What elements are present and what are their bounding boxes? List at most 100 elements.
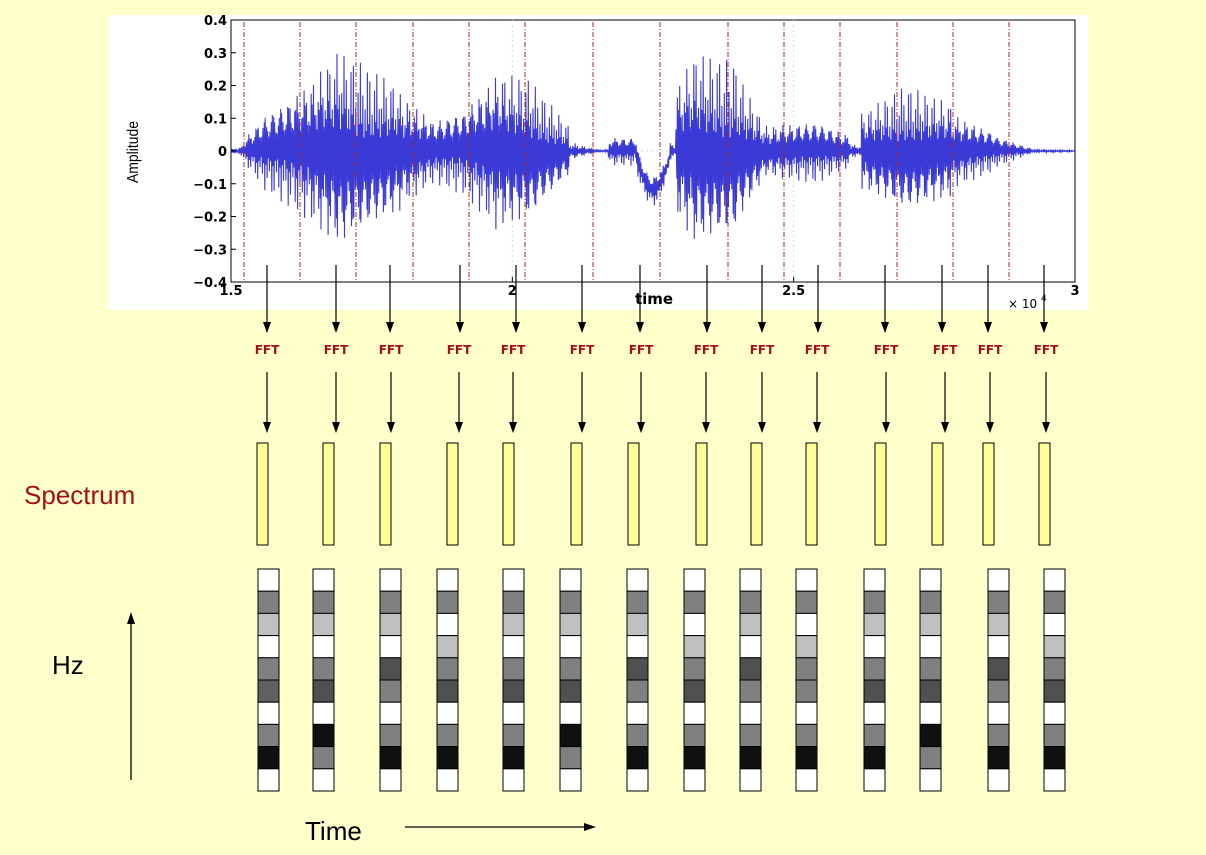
spectrogram-column xyxy=(257,568,280,792)
spectrogram-cell xyxy=(436,590,459,614)
waveform-trace xyxy=(230,53,1076,239)
spectrogram-cell xyxy=(683,612,706,637)
fft-labels: FFT FFT FFT FFT FFT FFT FFT FFT FFT FFT FFT FFT FFT F… xyxy=(255,343,1059,357)
spectrogram-cell xyxy=(863,746,886,770)
arrow-mid-head xyxy=(387,422,395,433)
spectrogram-cell xyxy=(312,701,335,725)
y-tick-label: 0.4 xyxy=(204,14,227,29)
arrow-mid-head xyxy=(758,422,766,433)
spectrogram-cell xyxy=(863,723,886,748)
fft-label: FFT xyxy=(324,343,349,357)
spectrogram-cell xyxy=(502,568,525,592)
arrow-top-head xyxy=(1040,322,1048,333)
spectrogram-cell xyxy=(626,590,649,614)
arrow-mid-head xyxy=(1042,422,1050,433)
spectrogram-cell xyxy=(795,568,818,592)
spectrum-box xyxy=(750,442,763,546)
spectrogram-cell xyxy=(257,746,280,770)
spectrogram-cell xyxy=(257,590,280,614)
arrow-top-head xyxy=(512,322,520,333)
spectrogram-cell xyxy=(436,679,459,703)
spectrogram-cell xyxy=(739,723,762,748)
spectrogram-cell xyxy=(683,590,706,614)
spectrogram-cell xyxy=(1043,568,1066,592)
spectrogram-cell xyxy=(863,679,886,703)
spectrogram-cell xyxy=(502,590,525,614)
spectrogram-cell xyxy=(379,612,402,637)
spectrogram-cell xyxy=(863,701,886,725)
spectrogram-cell xyxy=(863,768,886,792)
spectrogram-cell xyxy=(987,701,1010,725)
spectrogram-cell xyxy=(626,568,649,592)
spectrogram-column xyxy=(683,568,706,792)
spectrum-box xyxy=(446,442,459,546)
spectrogram-cell xyxy=(1043,679,1066,703)
spectrogram-cell xyxy=(683,723,706,748)
spectrogram-cell xyxy=(379,723,402,748)
spectrogram-cell xyxy=(257,635,280,659)
spectrogram-cell xyxy=(626,746,649,770)
spectrogram-cell xyxy=(312,568,335,592)
spectrum-box xyxy=(570,442,583,546)
spectrum-box xyxy=(379,442,392,546)
spectrogram-cell xyxy=(739,590,762,614)
spectrogram-cell xyxy=(502,635,525,659)
spectrogram-cell xyxy=(1043,768,1066,792)
spectrogram-column xyxy=(795,568,818,792)
x-tick-labels: 1.5 2 2.5 3 xyxy=(219,277,1080,299)
arrow-top-head xyxy=(332,322,340,333)
arrow-top-head xyxy=(578,322,586,333)
y-tick-labels: 0.4 0.3 0.2 0.1 0 −0.1 −0.2 −0.3 −0.4 xyxy=(193,14,236,291)
arrow-top-head xyxy=(263,322,271,333)
spectrogram-column xyxy=(626,568,649,792)
spectrogram-cell xyxy=(739,635,762,659)
spectrogram-cell xyxy=(919,746,942,770)
spectrogram-cell xyxy=(379,590,402,614)
spectrogram-cell xyxy=(436,701,459,725)
spectrogram-cell xyxy=(919,590,942,614)
spectrogram-cell xyxy=(257,612,280,637)
spectrogram-cell xyxy=(683,657,706,681)
spectrogram-cell xyxy=(987,635,1010,659)
spectrum-box xyxy=(1038,442,1051,546)
y-tick-label: −0.1 xyxy=(193,178,227,193)
spectrogram-cell xyxy=(739,612,762,637)
spectrogram-cell xyxy=(312,657,335,681)
hz-label: Hz xyxy=(52,650,84,680)
spectrogram-cell xyxy=(795,701,818,725)
arrow-top-head xyxy=(984,322,992,333)
spectrogram-column xyxy=(502,568,525,792)
spectrogram-cell xyxy=(559,568,582,592)
spectrogram-cell xyxy=(987,590,1010,614)
spectrogram-cell xyxy=(987,723,1010,748)
spectrogram-cell xyxy=(683,701,706,725)
spectrogram-cell xyxy=(257,701,280,725)
spectrogram-cell xyxy=(863,612,886,637)
spectrogram-cell xyxy=(863,590,886,614)
spectrogram-cell xyxy=(379,768,402,792)
spectrogram-cell xyxy=(795,657,818,681)
spectrogram-cell xyxy=(919,723,942,748)
y-tick-label: 0.1 xyxy=(204,112,227,127)
spectrogram-cell xyxy=(559,701,582,725)
spectrogram-cell xyxy=(559,768,582,792)
spectrogram-cell xyxy=(1043,723,1066,748)
spectrogram-cell xyxy=(379,679,402,703)
spectrogram-cell xyxy=(436,746,459,770)
spectrogram-column xyxy=(379,568,402,792)
spectrogram-cell xyxy=(312,746,335,770)
y-axis-label: Amplitude xyxy=(125,121,142,183)
spectrogram-cell xyxy=(739,679,762,703)
spectrum-box xyxy=(322,442,335,546)
spectrogram-cell xyxy=(257,568,280,592)
arrow-top-head xyxy=(636,322,644,333)
time-label: Time xyxy=(305,816,362,846)
spectrogram-cell xyxy=(502,657,525,681)
spectrogram-cell xyxy=(559,635,582,659)
spectrogram-cell xyxy=(312,612,335,637)
y-tick-label: 0.3 xyxy=(204,47,227,62)
spectrum-box xyxy=(502,442,515,546)
arrow-top-head xyxy=(938,322,946,333)
spectrogram-cell xyxy=(739,701,762,725)
